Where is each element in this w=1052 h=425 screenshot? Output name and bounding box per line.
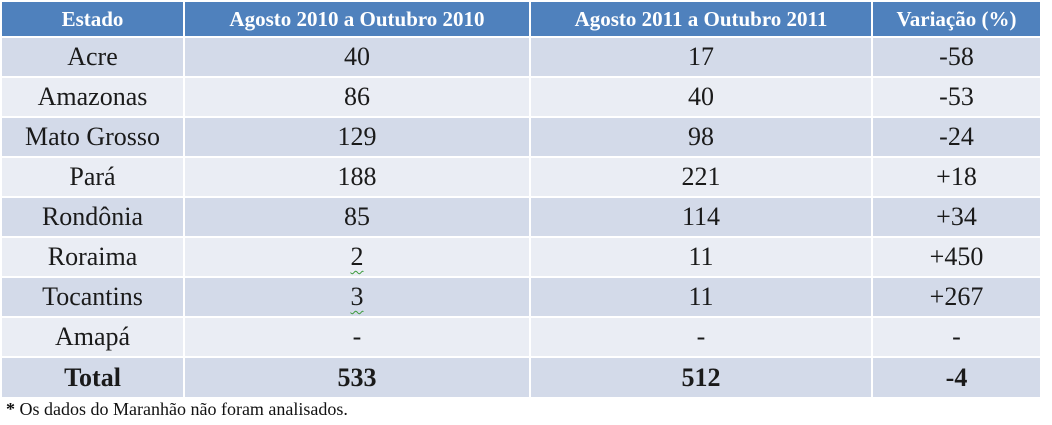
table-row: Acre 40 17 -58	[0, 36, 1042, 78]
header-row: Estado Agosto 2010 a Outubro 2010 Agosto…	[0, 0, 1042, 38]
value-2010-cell: 85	[183, 196, 531, 238]
header-estado: Estado	[0, 0, 185, 38]
state-cell: Roraima	[0, 236, 185, 278]
value-2011-cell: 11	[529, 236, 873, 278]
variation-cell: -24	[871, 116, 1042, 158]
header-period-2010: Agosto 2010 a Outubro 2010	[183, 0, 531, 38]
variation-cell: +34	[871, 196, 1042, 238]
header-variacao: Variação (%)	[871, 0, 1042, 38]
table-row: Tocantins 3 11 +267	[0, 276, 1042, 318]
value-2010-cell: 188	[183, 156, 531, 198]
variation-cell: -58	[871, 36, 1042, 78]
state-cell: Amapá	[0, 316, 185, 358]
state-cell: Mato Grosso	[0, 116, 185, 158]
variation-cell: +267	[871, 276, 1042, 318]
value-2010-cell: 129	[183, 116, 531, 158]
value-2011-cell: 98	[529, 116, 873, 158]
state-cell: Rondônia	[0, 196, 185, 238]
value-2011-cell: 40	[529, 76, 873, 118]
value-2010-text: 2	[350, 242, 364, 271]
table-row: Rondônia 85 114 +34	[0, 196, 1042, 238]
footnote-text: Os dados do Maranhão não foram analisado…	[15, 399, 348, 419]
footnote: * Os dados do Maranhão não foram analisa…	[6, 399, 348, 420]
table-row: Pará 188 221 +18	[0, 156, 1042, 198]
variation-cell: +450	[871, 236, 1042, 278]
table-row: Mato Grosso 129 98 -24	[0, 116, 1042, 158]
state-cell: Pará	[0, 156, 185, 198]
value-2010-cell: -	[183, 316, 531, 358]
header-period-2011: Agosto 2011 a Outubro 2011	[529, 0, 873, 38]
value-2010-cell: 2	[183, 236, 531, 278]
variation-cell: -	[871, 316, 1042, 358]
total-2011-cell: 512	[529, 356, 873, 399]
state-cell: Amazonas	[0, 76, 185, 118]
total-label-cell: Total	[0, 356, 185, 399]
total-variation-cell: -4	[871, 356, 1042, 399]
table-row: Roraima 2 11 +450	[0, 236, 1042, 278]
value-2011-cell: 221	[529, 156, 873, 198]
table-row: Amapá - - -	[0, 316, 1042, 358]
total-2010-cell: 533	[183, 356, 531, 399]
state-cell: Tocantins	[0, 276, 185, 318]
table-row: Amazonas 86 40 -53	[0, 76, 1042, 118]
value-2010-cell: 86	[183, 76, 531, 118]
value-2010-cell: 3	[183, 276, 531, 318]
variation-cell: -53	[871, 76, 1042, 118]
value-2011-cell: 17	[529, 36, 873, 78]
variation-cell: +18	[871, 156, 1042, 198]
value-2010-text: 3	[350, 282, 364, 311]
state-cell: Acre	[0, 36, 185, 78]
value-2010-cell: 40	[183, 36, 531, 78]
value-2011-cell: -	[529, 316, 873, 358]
deforestation-table: Estado Agosto 2010 a Outubro 2010 Agosto…	[0, 0, 1042, 399]
value-2011-cell: 114	[529, 196, 873, 238]
value-2011-cell: 11	[529, 276, 873, 318]
footnote-star: *	[6, 399, 15, 419]
total-row: Total 533 512 -4	[0, 356, 1042, 399]
